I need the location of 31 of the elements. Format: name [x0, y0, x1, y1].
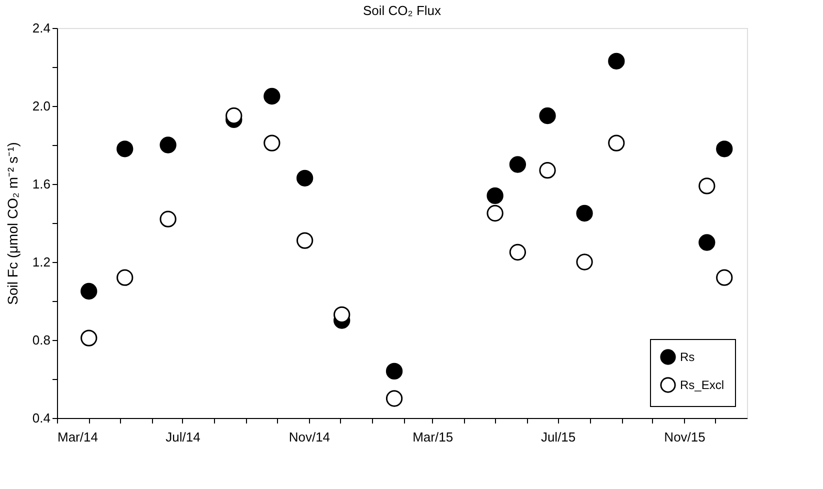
point [539, 107, 556, 124]
point [486, 187, 504, 204]
point [698, 234, 716, 251]
point [509, 156, 526, 173]
y-tick-label: 0.8 [32, 332, 50, 348]
x-tick-label: Jul/14 [166, 430, 200, 444]
legend-label: Rs [680, 350, 695, 364]
point [716, 140, 733, 158]
chart-title: Soil CO₂ Flux [362, 3, 442, 18]
y-tick-label: 1.2 [32, 254, 50, 270]
point [576, 204, 593, 222]
y-tick-label: 2.4 [32, 20, 50, 36]
legend-label: Rs_Excl [680, 378, 724, 392]
point [608, 52, 625, 70]
x-tick-label: Jul/15 [540, 430, 576, 444]
point [334, 306, 350, 323]
x-tick-label: Nov/15 [664, 430, 706, 444]
x-tick-label: Mar/15 [412, 430, 454, 444]
y-tick-label: 0.4 [32, 410, 50, 426]
y-tick-label: 1.6 [32, 176, 50, 192]
point [226, 107, 242, 124]
point [80, 282, 98, 300]
point [264, 88, 280, 105]
y-tick-label: 2.0 [32, 98, 50, 114]
point [386, 362, 403, 380]
point [160, 136, 176, 154]
x-tick-label: Nov/14 [288, 430, 330, 444]
y-axis-title: Soil Fc (μmol CO₂ m⁻² s⁻¹) [4, 142, 20, 305]
point [116, 140, 134, 158]
point [296, 170, 314, 186]
x-tick-label: Mar/14 [58, 430, 98, 444]
